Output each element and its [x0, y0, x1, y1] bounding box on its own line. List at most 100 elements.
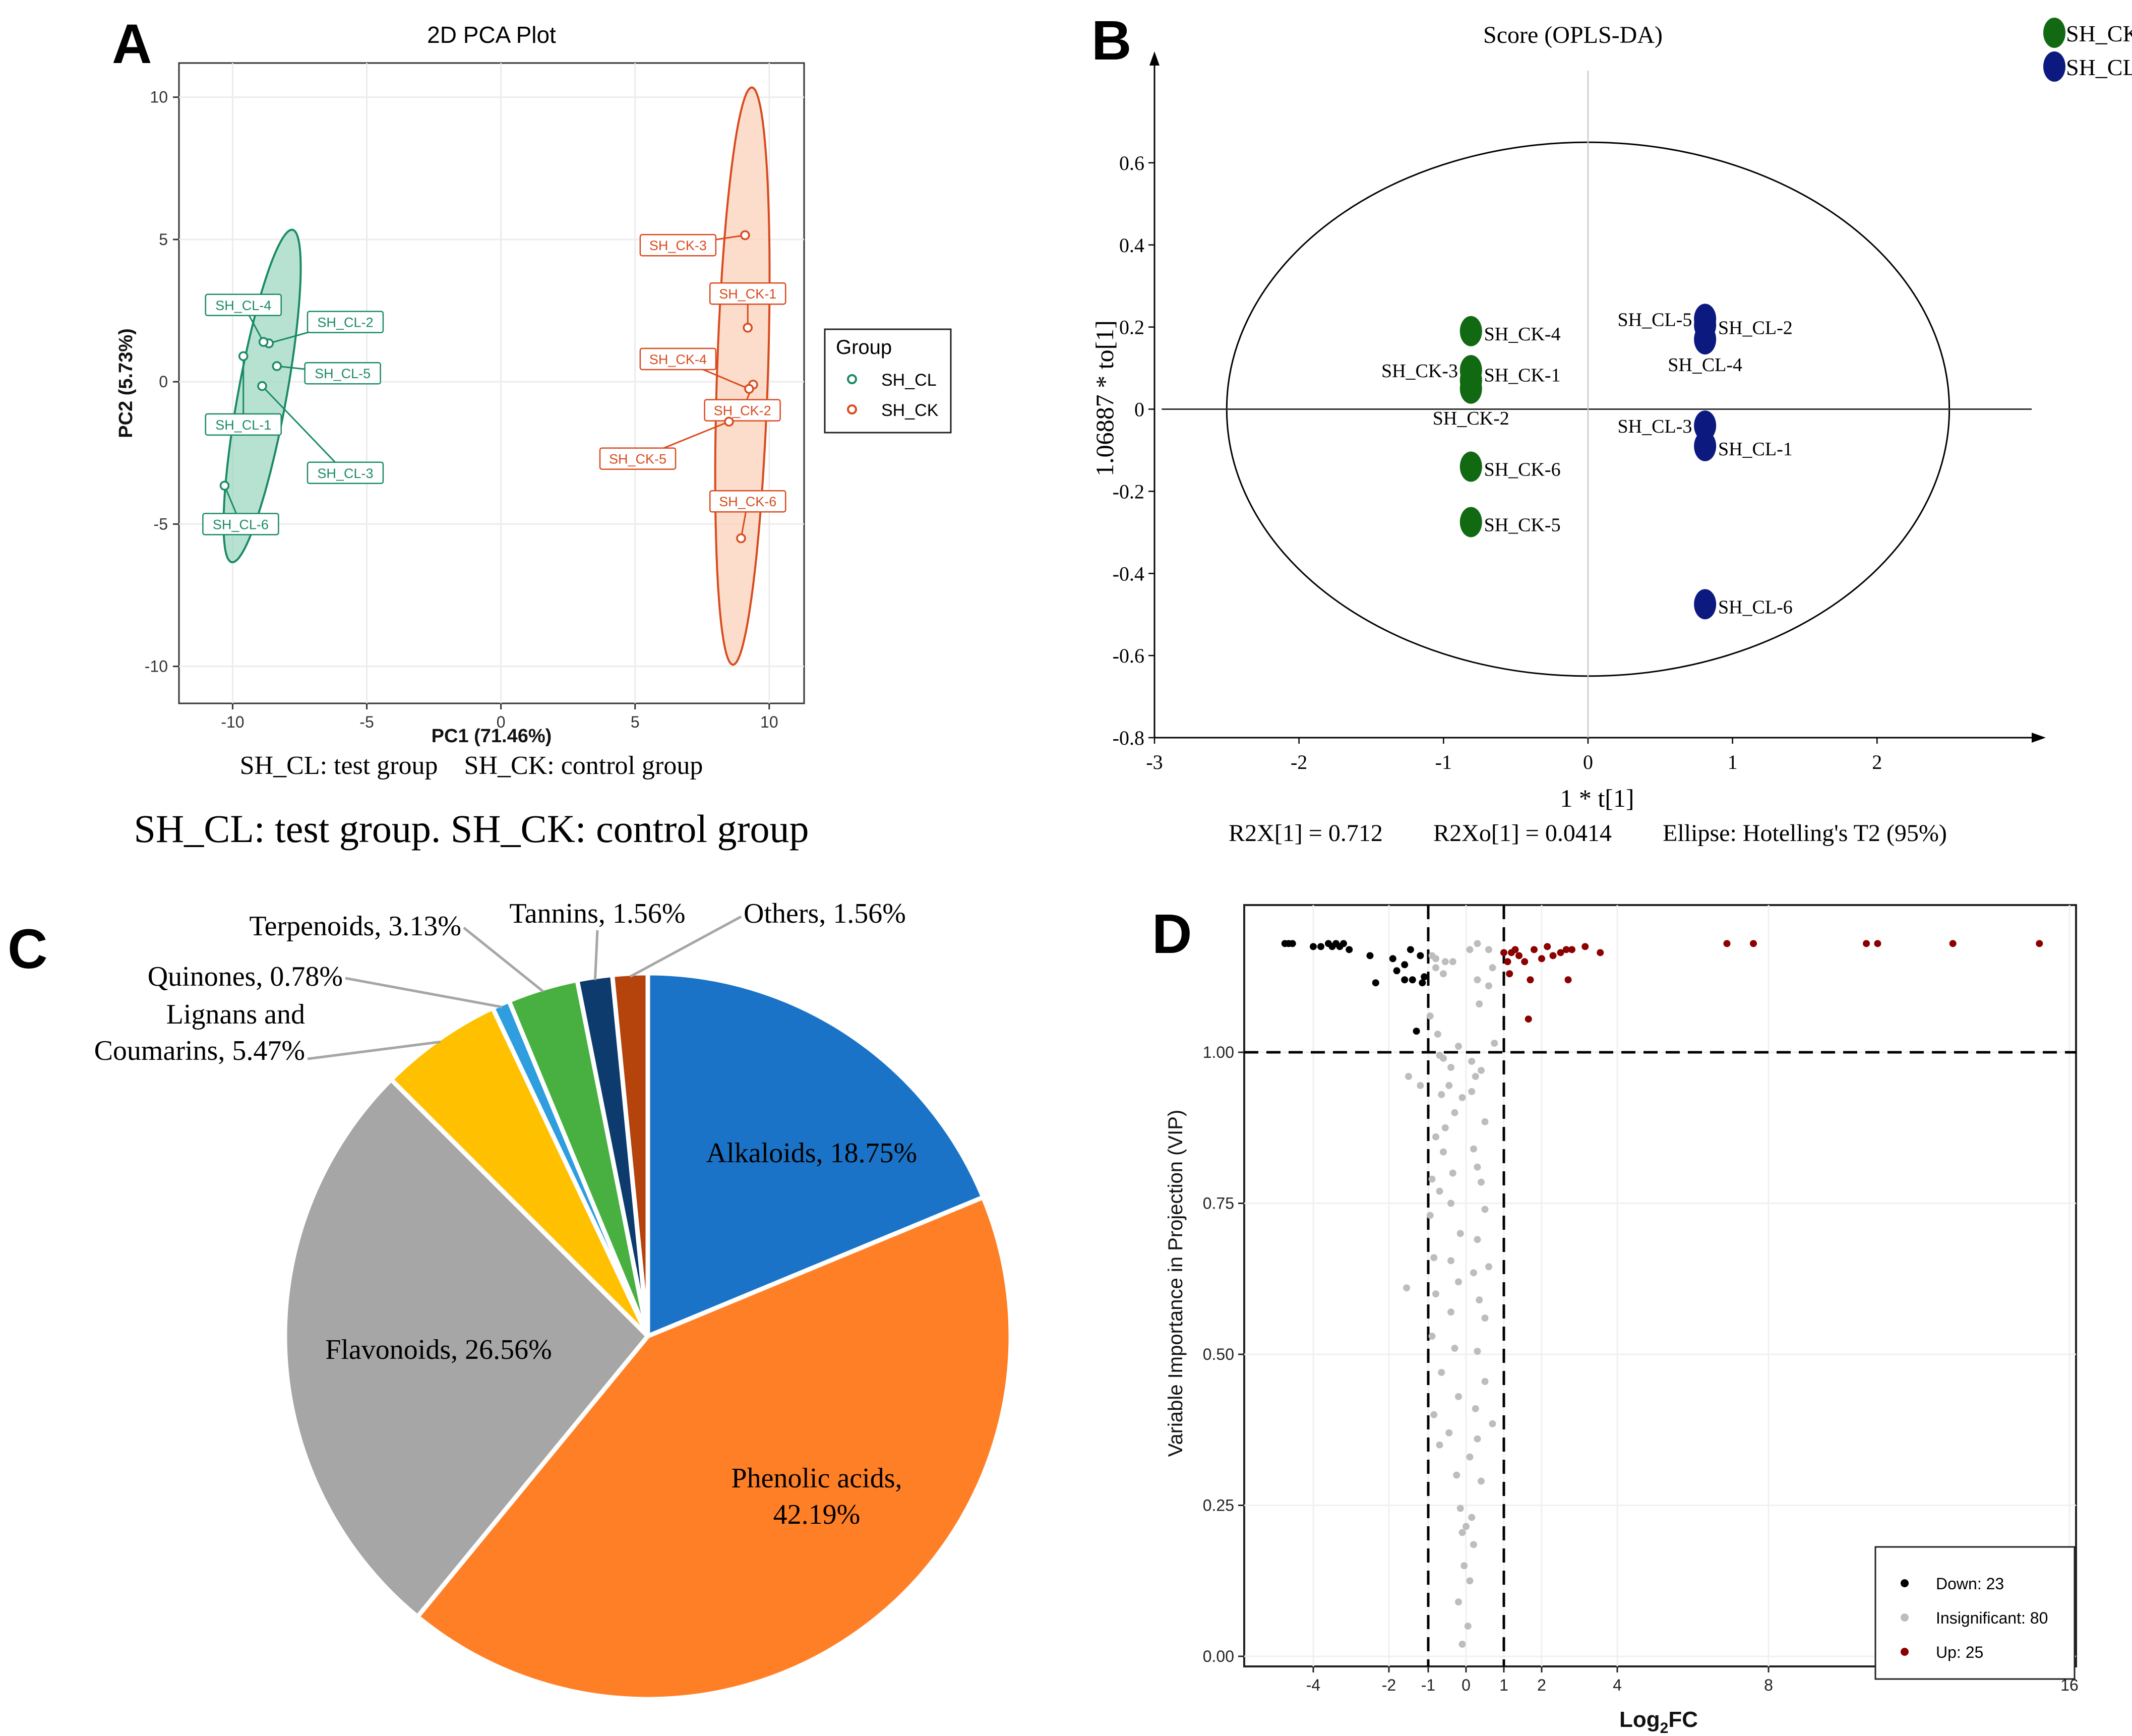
vip-point-insignificant: [1440, 1054, 1447, 1062]
opls-x-tick-label: 0: [1583, 751, 1593, 773]
pca-title: 2D PCA Plot: [427, 22, 556, 48]
pca-point-label: SH_CK-5: [609, 452, 666, 467]
vip-point-insignificant: [1449, 1169, 1456, 1177]
pca-point-label: SH_CL-5: [315, 366, 371, 381]
vip-point-down: [1289, 940, 1296, 947]
panel-label-b: B: [1091, 10, 1131, 72]
pie-label: Lignans and: [166, 999, 305, 1030]
vip-legend: Down: 23 Insignificant: 80 Up: 25: [1874, 1546, 2076, 1680]
pie-label: Tannins, 1.56%: [509, 898, 685, 929]
vip-legend-marker-insignificant: [1901, 1613, 1909, 1622]
opls-point-label: SH_CK-4: [1484, 324, 1561, 345]
opls-point-label: SH_CL-4: [1668, 354, 1742, 376]
opls-point-label: SH_CK-3: [1381, 361, 1458, 382]
pca-point-label-box: [709, 282, 786, 305]
pca-plot: 2D PCA Plot SH_CL-1 SH_CL-2 SH_CL-3 SH_CL-4…: [115, 22, 952, 851]
vip-x-tick-label: -1: [1421, 1676, 1435, 1694]
vip-x-axis-label: Log2FC: [1619, 1707, 1698, 1736]
opls-point-label: SH_CL-5: [1618, 309, 1692, 330]
vip-point-insignificant: [1445, 1082, 1453, 1089]
vip-point-insignificant: [1449, 958, 1456, 966]
pca-point: [272, 361, 282, 371]
vip-point-insignificant: [1436, 1441, 1443, 1449]
opls-y-tick-label: 0.6: [1119, 152, 1144, 174]
opls-legend-entry-cl: SH_CL: [2066, 54, 2132, 80]
opls-x-axis-arrow: [2032, 733, 2046, 743]
vip-point-insignificant: [1438, 1091, 1445, 1098]
vip-point-up: [1500, 949, 1507, 956]
vip-point-insignificant: [1403, 1284, 1411, 1292]
vip-point-insignificant: [1438, 1368, 1445, 1376]
pca-point: [238, 351, 249, 362]
opls-y-axis-label: 1.06887 * to[1]: [1090, 320, 1119, 476]
vip-y-tick-label: 0.50: [1203, 1345, 1234, 1363]
vip-point-insignificant: [1440, 970, 1447, 978]
opls-point: [1459, 355, 1482, 386]
vip-point-insignificant: [1440, 1148, 1447, 1156]
vip-point-down: [1401, 976, 1409, 984]
vip-point-insignificant: [1441, 958, 1449, 966]
vip-axes: -4 -2 -1 0 1 2 4 8 160.000.250.500.751.00: [1203, 1043, 2079, 1694]
opls-x-tick-label: -2: [1291, 751, 1307, 773]
vip-point-insignificant: [1456, 1230, 1464, 1237]
vip-x-tick-label: 4: [1613, 1676, 1622, 1694]
pca-legend-entry-ck: SH_CK: [881, 401, 939, 420]
pca-x-tick-label: 10: [760, 713, 778, 731]
vip-point-down: [1417, 952, 1424, 960]
vip-point-insignificant: [1474, 1348, 1481, 1355]
vip-point-insignificant: [1426, 1012, 1434, 1020]
vip-point-insignificant: [1474, 976, 1481, 984]
vip-point-insignificant: [1432, 1290, 1439, 1298]
pca-point-label: SH_CK-4: [649, 352, 707, 367]
vip-point-down: [1413, 1028, 1420, 1035]
pca-point: [744, 384, 754, 394]
pca-point-label: SH_CL-6: [213, 517, 269, 532]
opls-point: [1694, 410, 1717, 441]
vip-point-insignificant: [1468, 1088, 1476, 1095]
vip-point-up: [1562, 946, 1570, 953]
vip-point-insignificant: [1466, 1577, 1474, 1585]
vip-point-up: [2036, 940, 2043, 947]
pca-axes: -10 -5 0 5 10 -10 -5 0 5 10: [145, 88, 778, 731]
vip-point-insignificant: [1478, 1477, 1485, 1485]
opls-point-label: SH_CL-2: [1718, 318, 1793, 339]
vip-legend-entry-insignificant: Insignificant: 80: [1936, 1609, 2048, 1627]
pca-legend-title: Group: [836, 336, 892, 358]
vip-marks: [1281, 940, 2043, 1648]
opls-da-plot: Score (OPLS-DA) -3 -2 -1 0 1 2 -0.8 -0.6 -0.4 -0.…: [1090, 18, 2132, 847]
vip-point-up: [1521, 958, 1529, 966]
pca-y-tick-label: -5: [154, 515, 168, 533]
opls-y-tick-label: -0.8: [1113, 727, 1144, 749]
vip-y-axis-label: Variable Importance in Projection (VIP): [1165, 1110, 1187, 1457]
pca-point: [743, 323, 753, 333]
pca-point-label-box: [639, 233, 717, 257]
vip-point-insignificant: [1470, 1145, 1477, 1153]
pie-chart: Alkaloids, 18.75% Phenolic acids, 42.19% Fl…: [94, 898, 1013, 1702]
pca-label-connector: [261, 385, 346, 473]
pca-point-label: SH_CK-6: [719, 494, 776, 509]
pca-y-tick-label: 5: [159, 230, 168, 249]
opls-y-tick-label: -0.6: [1113, 644, 1144, 667]
vip-y-tick-label: 0.00: [1203, 1647, 1234, 1665]
vip-point-down: [1372, 979, 1379, 987]
vip-point-insignificant: [1432, 1133, 1439, 1141]
vip-point-insignificant: [1470, 1269, 1477, 1277]
vip-point-insignificant: [1441, 1124, 1449, 1131]
pie-label: Coumarins, 5.47%: [94, 1035, 305, 1066]
pie-labels: Alkaloids, 18.75% Phenolic acids, 42.19% Fl…: [94, 898, 918, 1530]
opls-point-label: SH_CK-6: [1484, 459, 1561, 481]
vip-point-insignificant: [1453, 1471, 1460, 1479]
pie-label: Terpenoids, 3.13%: [249, 911, 461, 942]
vip-point-insignificant: [1481, 1314, 1489, 1322]
vip-point-down: [1340, 940, 1347, 947]
pca-x-tick-label: -5: [359, 713, 374, 731]
vip-point-insignificant: [1430, 1411, 1438, 1418]
opls-ellipse-note: Ellipse: Hotelling's T2 (95%): [1663, 820, 1947, 847]
pca-point: [257, 381, 267, 391]
pca-point: [724, 416, 734, 427]
panel-label-d: D: [1152, 903, 1192, 965]
vip-x-tick-label: -2: [1382, 1676, 1396, 1694]
vip-point-down: [1421, 973, 1428, 981]
vip-point-down: [1389, 955, 1396, 963]
pca-x-axis-label: PC1 (71.46%): [432, 726, 552, 747]
